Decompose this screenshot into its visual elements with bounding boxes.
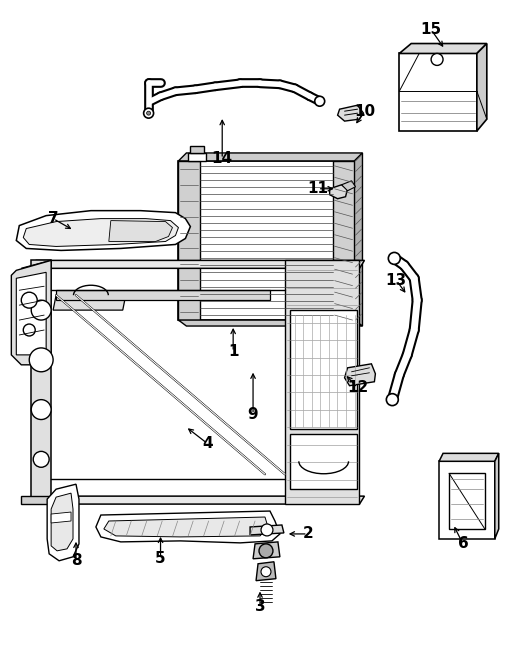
- Polygon shape: [178, 161, 200, 320]
- Text: 9: 9: [248, 407, 258, 422]
- Polygon shape: [21, 496, 51, 504]
- Polygon shape: [477, 44, 487, 131]
- Text: 3: 3: [255, 599, 265, 614]
- Polygon shape: [12, 260, 51, 365]
- Circle shape: [33, 452, 49, 467]
- Polygon shape: [178, 161, 355, 320]
- Text: 12: 12: [347, 380, 368, 395]
- Polygon shape: [188, 153, 206, 161]
- Text: 4: 4: [202, 436, 213, 451]
- Polygon shape: [495, 454, 499, 539]
- Polygon shape: [53, 295, 126, 310]
- Text: 11: 11: [307, 181, 328, 197]
- Text: 7: 7: [48, 211, 58, 226]
- Circle shape: [315, 96, 325, 106]
- Circle shape: [261, 567, 271, 577]
- Polygon shape: [109, 220, 173, 242]
- Circle shape: [21, 292, 37, 308]
- Polygon shape: [253, 542, 280, 559]
- Polygon shape: [399, 44, 487, 54]
- Polygon shape: [332, 161, 355, 320]
- Circle shape: [147, 111, 150, 115]
- Polygon shape: [345, 364, 376, 386]
- Text: 14: 14: [211, 151, 233, 167]
- Text: 1: 1: [228, 345, 238, 359]
- Polygon shape: [250, 525, 284, 535]
- Polygon shape: [16, 272, 46, 355]
- Polygon shape: [56, 290, 270, 300]
- Polygon shape: [439, 454, 499, 461]
- Polygon shape: [285, 260, 359, 504]
- Polygon shape: [178, 153, 362, 161]
- Text: 10: 10: [354, 104, 375, 119]
- Polygon shape: [355, 153, 362, 326]
- Circle shape: [23, 324, 35, 336]
- Text: 13: 13: [386, 273, 407, 288]
- Polygon shape: [23, 218, 178, 246]
- Circle shape: [386, 394, 398, 406]
- Polygon shape: [449, 473, 485, 529]
- Polygon shape: [16, 210, 190, 250]
- Polygon shape: [330, 185, 348, 199]
- Polygon shape: [439, 461, 495, 539]
- Circle shape: [31, 300, 51, 320]
- Polygon shape: [104, 517, 268, 537]
- Circle shape: [261, 524, 273, 536]
- Text: 5: 5: [155, 551, 166, 566]
- Text: 2: 2: [302, 527, 313, 541]
- Circle shape: [388, 252, 400, 264]
- Polygon shape: [47, 484, 79, 561]
- Polygon shape: [21, 260, 51, 268]
- Circle shape: [31, 400, 51, 420]
- Polygon shape: [178, 320, 362, 326]
- Text: 15: 15: [421, 22, 442, 37]
- Polygon shape: [51, 493, 73, 551]
- Polygon shape: [190, 146, 204, 153]
- Polygon shape: [51, 512, 71, 523]
- Circle shape: [259, 544, 273, 558]
- Polygon shape: [31, 260, 51, 504]
- Circle shape: [29, 348, 53, 372]
- Polygon shape: [256, 562, 276, 581]
- Polygon shape: [290, 434, 358, 489]
- Polygon shape: [96, 511, 280, 543]
- Text: 8: 8: [70, 553, 82, 568]
- Polygon shape: [31, 496, 365, 504]
- Polygon shape: [399, 54, 477, 131]
- Circle shape: [431, 54, 443, 66]
- Polygon shape: [290, 310, 358, 430]
- Polygon shape: [31, 260, 365, 268]
- Polygon shape: [341, 181, 356, 191]
- Circle shape: [144, 108, 154, 118]
- Text: 6: 6: [458, 537, 468, 551]
- Polygon shape: [338, 105, 363, 121]
